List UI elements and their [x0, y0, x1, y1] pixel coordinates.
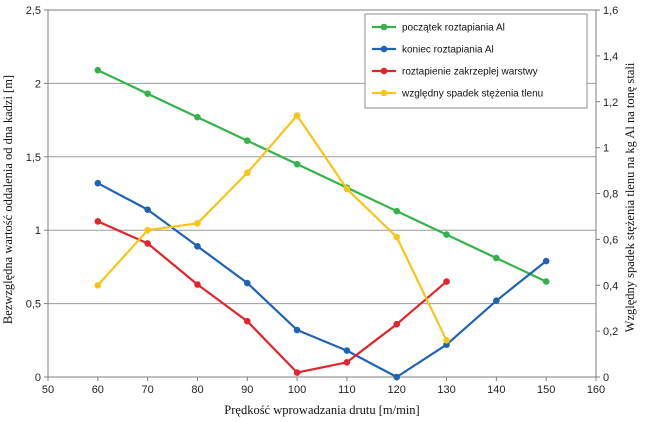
data-point-s0-4 [293, 160, 301, 168]
x-tick-label: 100 [288, 384, 306, 396]
data-point-s0-8 [493, 254, 500, 262]
data-point-s3-6 [393, 233, 401, 241]
y2-tick-label: 0,8 [603, 189, 618, 201]
y2-tick-label: 1,4 [603, 51, 618, 63]
data-point-s2-3 [243, 317, 251, 325]
x-tick-label: 70 [142, 384, 154, 396]
y-tick-label: 2,5 [26, 5, 41, 17]
data-point-s3-3 [243, 169, 251, 177]
y-tick-label: 0 [35, 372, 41, 384]
x-tick-label: 120 [388, 384, 406, 396]
data-point-s2-5 [343, 359, 351, 366]
legend-swatch-marker-3 [380, 89, 388, 97]
legend-label: początek roztapiania Al [402, 23, 505, 34]
legend-swatch-marker-2 [380, 67, 388, 75]
series-line-3 [96, 114, 448, 341]
data-point-s3-2 [194, 220, 201, 227]
data-point-s1-5 [343, 347, 351, 354]
data-point-s0-1 [144, 90, 151, 97]
legend-swatch-marker-0 [380, 23, 388, 31]
y2-tick-label: 1 [603, 143, 609, 155]
data-point-s0-3 [243, 137, 251, 144]
legend-label: roztapienie zakrzeplej warstwy [402, 67, 538, 78]
x-tick-label: 50 [42, 384, 54, 396]
data-point-s2-7 [443, 278, 450, 285]
data-point-s1-9 [542, 257, 550, 265]
x-tick-label: 110 [338, 384, 356, 396]
y2-tick-label: 0,6 [603, 234, 618, 246]
data-point-s0-2 [194, 113, 201, 121]
x-tick-label: 60 [92, 384, 104, 396]
data-point-s3-0 [94, 281, 102, 289]
legend-box [364, 13, 588, 109]
data-point-s3-7 [443, 337, 450, 344]
y-tick-label: 1 [35, 225, 41, 237]
y2-tick-label: 0 [603, 372, 609, 384]
data-point-s1-0 [94, 179, 102, 187]
legend: początek roztapiania Al koniec roztapiani… [364, 13, 588, 109]
data-point-s1-1 [144, 206, 151, 213]
y-axis-right: 0 0,2 0,4 0,6 0,8 1 1,2 1,4 1,6 [596, 5, 618, 384]
legend-label: względny spadek stężenia tlenu [401, 89, 543, 100]
data-point-s0-7 [443, 231, 450, 238]
y-axis-title: Bezwzględna wartość oddalenia od dna kad… [1, 75, 15, 324]
y2-tick-label: 1,6 [603, 5, 618, 17]
x-tick-label: 90 [241, 384, 253, 396]
y2-tick-label: 1,2 [603, 97, 618, 109]
x-tick-label: 140 [487, 384, 505, 396]
y-tick-label: 0,5 [26, 299, 41, 311]
series-group [94, 66, 550, 381]
data-point-s3-1 [144, 226, 151, 234]
data-point-s3-5 [343, 185, 351, 193]
data-point-s2-2 [194, 281, 201, 288]
x-tick-label: 160 [587, 384, 605, 396]
data-point-s1-3 [243, 279, 251, 287]
y2-tick-label: 0,2 [603, 326, 618, 338]
legend-label: koniec roztapiania Al [402, 45, 494, 56]
data-point-s1-2 [194, 243, 201, 250]
x-tick-label: 130 [437, 384, 455, 396]
data-point-s1-8 [493, 297, 500, 304]
data-point-s0-9 [542, 278, 550, 285]
data-point-s3-4 [293, 112, 301, 119]
y-tick-label: 1,5 [26, 152, 41, 164]
y2-axis-title: Względny spadek stężenia tlenu na kg Al … [623, 62, 637, 332]
series-line-0 [97, 69, 547, 283]
data-point-s2-1 [144, 240, 151, 247]
x-axis-title: Prędkość wprowadzania drutu [m/min] [224, 403, 419, 417]
legend-swatch-marker-1 [380, 45, 388, 53]
data-point-s2-4 [293, 369, 301, 376]
x-tick-label: 150 [537, 384, 555, 396]
series-line-1 [97, 182, 547, 379]
data-point-s0-0 [94, 66, 102, 74]
y2-tick-label: 0,4 [603, 280, 618, 292]
y-tick-label: 2 [35, 78, 41, 90]
data-point-s2-6 [393, 320, 401, 328]
y-axis-left: 0 0,5 1 1,5 2 2,5 [26, 5, 48, 384]
x-tick-label: 80 [191, 384, 203, 396]
series-line-2 [97, 220, 448, 374]
data-point-s0-6 [393, 207, 401, 215]
data-point-s2-0 [94, 218, 102, 225]
data-point-s1-6 [393, 373, 401, 381]
x-axis: 50 60 70 80 90 100 110 120 130 140 150 160 [42, 377, 605, 396]
data-point-s1-4 [293, 326, 301, 334]
